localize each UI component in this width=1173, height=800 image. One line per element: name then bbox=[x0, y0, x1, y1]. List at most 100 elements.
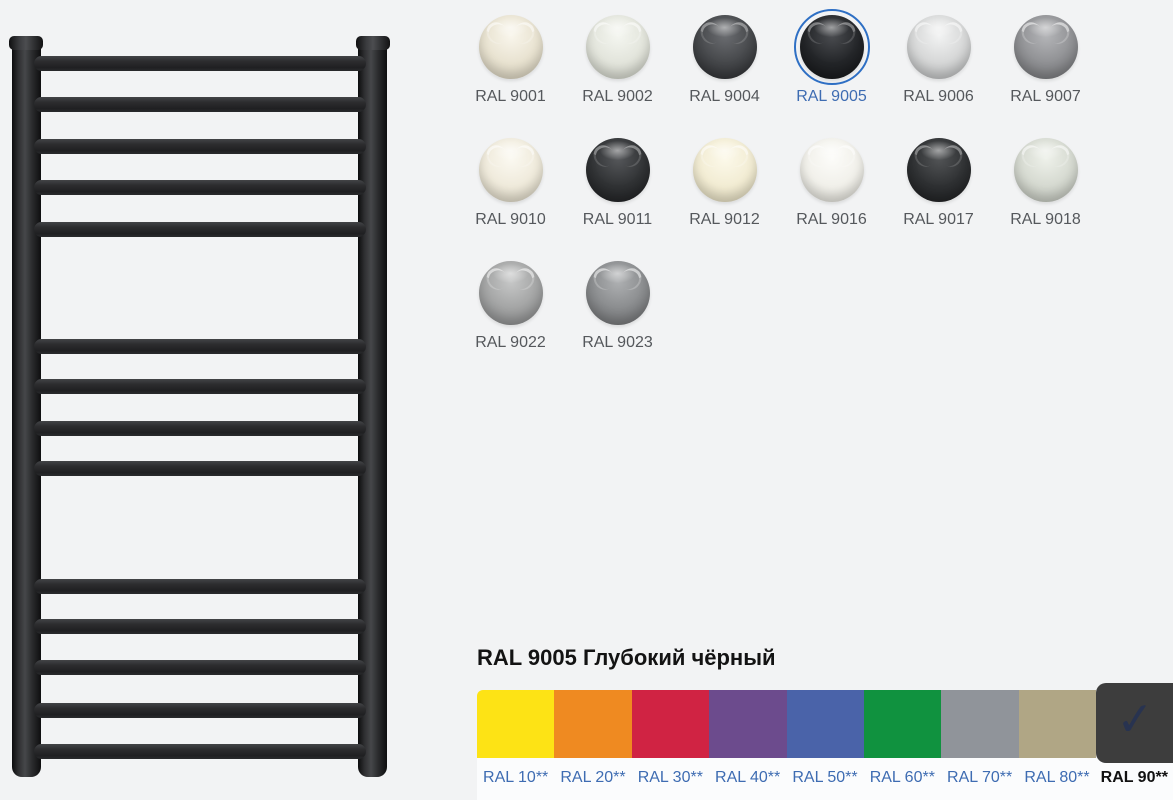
radiator-bar bbox=[34, 702, 366, 718]
color-sphere bbox=[692, 138, 757, 202]
ral-swatch-ring bbox=[901, 132, 977, 208]
ral-swatch[interactable]: RAL 9016 bbox=[778, 132, 885, 230]
gloss-reflection-icon bbox=[830, 141, 860, 171]
tab-color-block[interactable] bbox=[863, 690, 942, 758]
tab-label[interactable]: RAL 90** bbox=[1100, 769, 1168, 786]
ral-swatch-ring bbox=[687, 132, 763, 208]
ral-swatch-ring bbox=[1008, 9, 1084, 85]
ral-swatch[interactable]: RAL 9010 bbox=[457, 132, 564, 230]
swatch-row-2: RAL 9010 RAL 9011 RAL 9012 RAL 9016 bbox=[457, 132, 1105, 230]
ral-swatch[interactable]: RAL 9007 bbox=[992, 9, 1099, 107]
ral-swatch-label: RAL 9023 bbox=[582, 334, 653, 351]
gloss-reflection-icon bbox=[616, 18, 646, 48]
tab-selected-ral-90[interactable]: ✓ bbox=[1096, 683, 1173, 763]
ral-swatch-ring bbox=[580, 132, 656, 208]
gloss-reflection-icon bbox=[696, 18, 726, 48]
ral-swatch-label: RAL 9018 bbox=[1010, 211, 1081, 228]
radiator-bar bbox=[34, 618, 366, 634]
gloss-reflection-icon bbox=[1017, 18, 1047, 48]
ral-swatch-label: RAL 9002 bbox=[582, 88, 653, 105]
tab-label[interactable]: RAL 70** bbox=[947, 769, 1013, 786]
radiator-bar bbox=[34, 338, 366, 354]
tab-color-block[interactable] bbox=[786, 690, 864, 758]
radiator-right-post bbox=[358, 37, 387, 777]
color-sphere bbox=[478, 15, 543, 79]
radiator-bar bbox=[34, 460, 366, 476]
radiator-bar bbox=[34, 179, 366, 195]
ral-swatch[interactable]: RAL 9023 bbox=[564, 255, 671, 353]
ral-swatch-ring bbox=[580, 9, 656, 85]
ral-swatch-ring bbox=[1008, 132, 1084, 208]
ral-swatch[interactable]: RAL 9012 bbox=[671, 132, 778, 230]
tab-color-block[interactable] bbox=[554, 690, 632, 758]
radiator-bar bbox=[34, 420, 366, 436]
tab-color-block[interactable] bbox=[631, 690, 710, 758]
ral-swatch-label: RAL 9012 bbox=[689, 211, 760, 228]
ral-swatch-label: RAL 9016 bbox=[796, 211, 867, 228]
tab-label[interactable]: RAL 40** bbox=[715, 769, 781, 786]
ral-swatch[interactable]: RAL 9005 bbox=[778, 9, 885, 107]
gloss-reflection-icon bbox=[589, 264, 619, 294]
ral-swatch[interactable]: RAL 9002 bbox=[564, 9, 671, 107]
gloss-reflection-icon bbox=[482, 141, 512, 171]
gloss-reflection-icon bbox=[723, 18, 753, 48]
ral-swatch-label: RAL 9007 bbox=[1010, 88, 1081, 105]
ral-swatch[interactable]: RAL 9017 bbox=[885, 132, 992, 230]
color-sphere bbox=[478, 261, 543, 325]
towel-radiator-image bbox=[0, 0, 420, 800]
ral-swatch-label: RAL 9022 bbox=[475, 334, 546, 351]
gloss-reflection-icon bbox=[937, 18, 967, 48]
gloss-reflection-icon bbox=[1044, 141, 1074, 171]
ral-swatch-ring bbox=[473, 9, 549, 85]
tab-color-block[interactable] bbox=[709, 690, 787, 758]
tab-label[interactable]: RAL 80** bbox=[1024, 769, 1090, 786]
radiator-left-cap bbox=[9, 36, 43, 50]
tab-label[interactable]: RAL 50** bbox=[792, 769, 858, 786]
color-sphere bbox=[692, 15, 757, 79]
ral-swatch[interactable]: RAL 9006 bbox=[885, 9, 992, 107]
gloss-reflection-icon bbox=[482, 264, 512, 294]
ral-swatch-label: RAL 9011 bbox=[582, 211, 653, 228]
ral-color-grid: RAL 9001 RAL 9002 RAL 9004 RAL 9005 bbox=[457, 9, 1105, 378]
ral-swatch[interactable]: RAL 9001 bbox=[457, 9, 564, 107]
ral-swatch-ring bbox=[473, 132, 549, 208]
gloss-reflection-icon bbox=[910, 18, 940, 48]
gloss-reflection-icon bbox=[509, 18, 539, 48]
tab-color-block[interactable] bbox=[477, 690, 555, 758]
tab-color-block[interactable] bbox=[941, 690, 1019, 758]
ral-swatch[interactable]: RAL 9022 bbox=[457, 255, 564, 353]
ral-swatch-label: RAL 9010 bbox=[475, 211, 546, 228]
ral-swatch[interactable]: RAL 9004 bbox=[671, 9, 778, 107]
tab-label[interactable]: RAL 30** bbox=[637, 769, 703, 786]
ral-swatch[interactable]: RAL 9018 bbox=[992, 132, 1099, 230]
color-sphere bbox=[906, 138, 971, 202]
color-sphere bbox=[799, 138, 864, 202]
ral-swatch-label: RAL 9006 bbox=[903, 88, 974, 105]
tab-label[interactable]: RAL 20** bbox=[560, 769, 626, 786]
radiator-bar bbox=[34, 578, 366, 594]
ral-swatch-ring bbox=[794, 132, 870, 208]
tab-label[interactable]: RAL 10** bbox=[483, 769, 549, 786]
gloss-reflection-icon bbox=[589, 141, 619, 171]
ral-swatch-ring bbox=[793, 9, 870, 85]
ral-swatch-ring bbox=[473, 255, 549, 331]
gloss-reflection-icon bbox=[937, 141, 967, 171]
color-sphere bbox=[585, 261, 650, 325]
gloss-reflection-icon bbox=[803, 18, 833, 48]
ral-swatch-ring bbox=[580, 255, 656, 331]
ral-swatch-ring bbox=[687, 9, 763, 85]
ral-swatch-ring bbox=[901, 9, 977, 85]
swatch-row-3: RAL 9022 RAL 9023 bbox=[457, 255, 1105, 353]
radiator-bar bbox=[34, 138, 366, 154]
tab-label-row: RAL 10** RAL 20** RAL 30** RAL 40** RAL 50**… bbox=[477, 758, 1173, 800]
color-sphere bbox=[585, 15, 650, 79]
swatch-row-1: RAL 9001 RAL 9002 RAL 9004 RAL 9005 bbox=[457, 9, 1105, 107]
ral-series-tabs: ✓ RAL 10** RAL 20** RAL 30** RAL 40** RAL 50… bbox=[477, 683, 1173, 800]
radiator-bar bbox=[34, 221, 366, 237]
ral-swatch[interactable]: RAL 9011 bbox=[564, 132, 671, 230]
color-sphere bbox=[585, 138, 650, 202]
gloss-reflection-icon bbox=[910, 141, 940, 171]
radiator-bar bbox=[34, 659, 366, 675]
tab-label[interactable]: RAL 60** bbox=[869, 769, 935, 786]
tab-color-block[interactable] bbox=[1018, 690, 1097, 758]
